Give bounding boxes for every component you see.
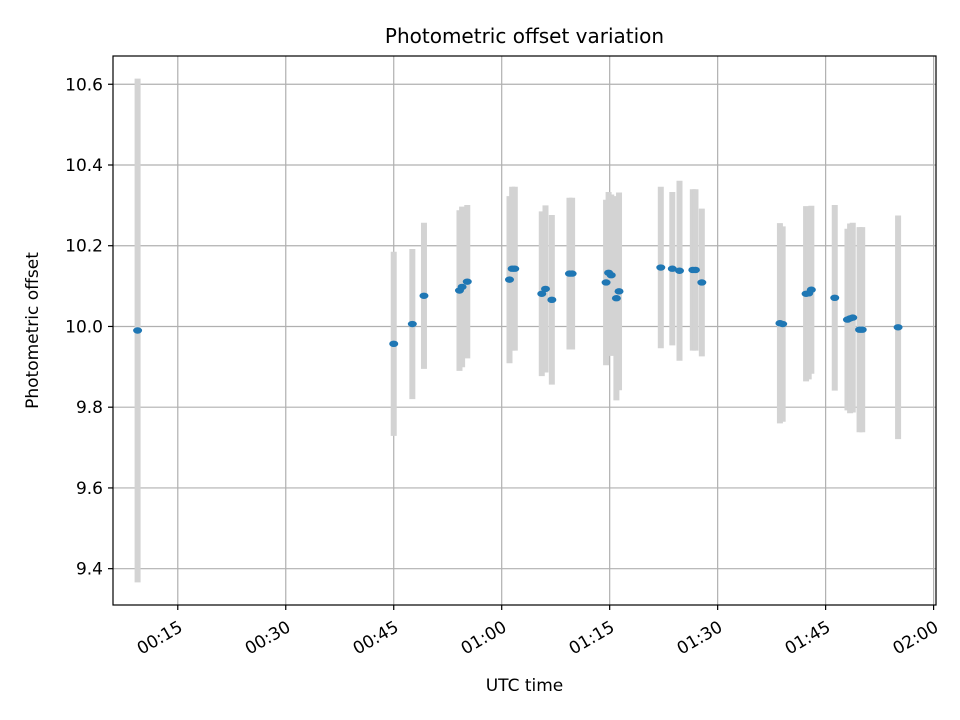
y-tick-label: 9.4 [76, 560, 103, 580]
y-axis-label: Photometric offset [23, 252, 43, 409]
data-point [893, 324, 903, 331]
data-point [697, 279, 707, 286]
plot-frame [112, 55, 937, 606]
y-tick-label: 10.0 [65, 317, 103, 337]
data-point [407, 320, 417, 328]
data-point [848, 314, 858, 321]
data-point [806, 286, 816, 293]
data-point [540, 285, 550, 293]
data-point [537, 290, 547, 297]
data-point [462, 278, 472, 285]
data-point [830, 294, 840, 302]
y-tick-label: 9.8 [76, 398, 103, 418]
data-point [510, 265, 520, 272]
data-point [505, 276, 515, 283]
y-tick-label: 10.4 [65, 156, 103, 176]
data-point [611, 295, 621, 302]
y-tick-label: 9.6 [76, 479, 103, 499]
data-point [419, 292, 429, 299]
data-point [547, 296, 557, 304]
data-point [675, 267, 685, 274]
data-point [614, 288, 624, 295]
data-point [457, 283, 467, 291]
y-tick-label: 10.6 [65, 75, 103, 95]
data-point [601, 279, 611, 286]
data-point [857, 326, 867, 333]
data-point [389, 340, 399, 348]
y-axis-ticks: 9.4 9.6 9.8 10.0 10.2 10.4 10.6 [65, 75, 113, 580]
data-point [606, 271, 616, 279]
y-tick-label: 10.2 [65, 237, 103, 257]
x-axis-label: UTC time [486, 676, 564, 696]
data-point [567, 270, 577, 277]
data-point [690, 266, 700, 274]
data-points [133, 264, 903, 348]
data-point [667, 265, 677, 272]
data-point [778, 320, 788, 328]
data-point [656, 264, 666, 271]
chart-title: Photometric offset variation [385, 24, 664, 48]
data-point [133, 327, 143, 334]
